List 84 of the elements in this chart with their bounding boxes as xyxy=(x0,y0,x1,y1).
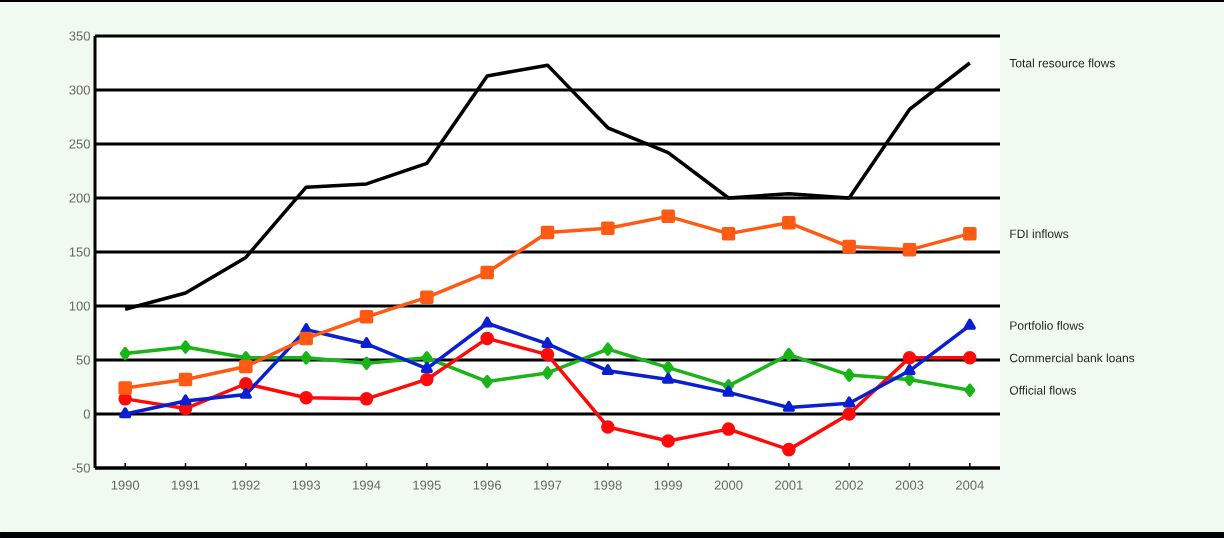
point xyxy=(300,351,312,365)
point xyxy=(542,366,554,380)
y-tick-label: -50 xyxy=(72,463,90,473)
point xyxy=(299,391,313,405)
y-tick-label: 350 xyxy=(69,31,90,41)
point xyxy=(540,347,555,362)
x-tick-label: 2002 xyxy=(835,480,863,490)
y-tick-label: 150 xyxy=(69,247,90,257)
point xyxy=(602,342,614,356)
y-tick-label: 200 xyxy=(69,193,90,203)
point xyxy=(359,310,374,324)
x-tick-label: 1990 xyxy=(111,480,140,490)
point xyxy=(481,374,493,389)
point xyxy=(361,356,373,370)
point xyxy=(601,221,615,235)
point xyxy=(782,216,796,230)
x-tick-label: 1994 xyxy=(353,480,381,490)
point xyxy=(480,331,494,346)
x-tick-label: 1991 xyxy=(172,480,200,490)
x-tick-label: 1992 xyxy=(232,480,260,490)
point xyxy=(963,318,976,330)
x-tick-label: 2004 xyxy=(956,480,984,490)
point xyxy=(119,346,131,361)
point xyxy=(119,407,132,419)
point xyxy=(359,392,374,406)
point xyxy=(782,400,795,412)
point xyxy=(902,243,917,257)
point xyxy=(601,420,615,434)
point xyxy=(481,316,494,328)
point xyxy=(843,368,855,382)
point xyxy=(661,434,675,448)
x-tick-label: 1998 xyxy=(594,480,622,490)
text: Total resource flows xyxy=(1009,58,1115,68)
y-tick-label: 0 xyxy=(83,409,90,419)
point xyxy=(421,351,433,365)
x-tick-label: 1997 xyxy=(534,480,562,490)
point xyxy=(360,337,373,349)
point xyxy=(480,265,494,280)
x-tick-label: 1996 xyxy=(473,480,502,490)
point xyxy=(420,372,434,387)
x-tick-label: 1995 xyxy=(413,480,441,490)
point xyxy=(722,385,735,397)
point xyxy=(118,381,132,395)
point xyxy=(842,239,856,254)
y-tick-label: 50 xyxy=(76,355,90,365)
point xyxy=(239,359,253,374)
text: FDI inflows xyxy=(1010,229,1069,239)
point xyxy=(964,383,976,397)
text: Commercial bank loans xyxy=(1009,353,1135,363)
x-tick-label: 2001 xyxy=(775,480,803,490)
point xyxy=(721,422,736,436)
text: Official flows xyxy=(1009,385,1077,395)
line-series xyxy=(123,61,972,311)
point xyxy=(963,226,977,241)
point xyxy=(299,331,313,346)
point xyxy=(782,442,796,457)
point xyxy=(902,351,917,365)
point xyxy=(662,372,675,384)
point xyxy=(420,361,433,373)
point xyxy=(420,290,434,305)
point xyxy=(721,226,736,241)
point xyxy=(662,360,674,375)
point xyxy=(661,209,675,224)
text: Portfolio flows xyxy=(1010,321,1084,330)
point xyxy=(179,394,192,406)
point xyxy=(178,372,193,387)
point xyxy=(843,396,856,408)
point xyxy=(540,225,555,240)
point xyxy=(541,337,554,349)
point xyxy=(963,351,977,365)
point xyxy=(601,364,614,376)
y-tick-label: 250 xyxy=(69,139,90,149)
y-tick-label: 100 xyxy=(69,301,90,311)
y-tick-label: 300 xyxy=(69,85,90,95)
point xyxy=(239,377,253,391)
x-tick-label: 1999 xyxy=(654,480,683,490)
point xyxy=(783,347,795,362)
x-tick-label: 2000 xyxy=(714,480,743,490)
point xyxy=(180,340,192,354)
point xyxy=(842,407,856,421)
x-tick-label: 2003 xyxy=(895,480,924,490)
point xyxy=(903,364,916,376)
point xyxy=(239,387,252,399)
x-tick-label: 1993 xyxy=(292,480,321,490)
